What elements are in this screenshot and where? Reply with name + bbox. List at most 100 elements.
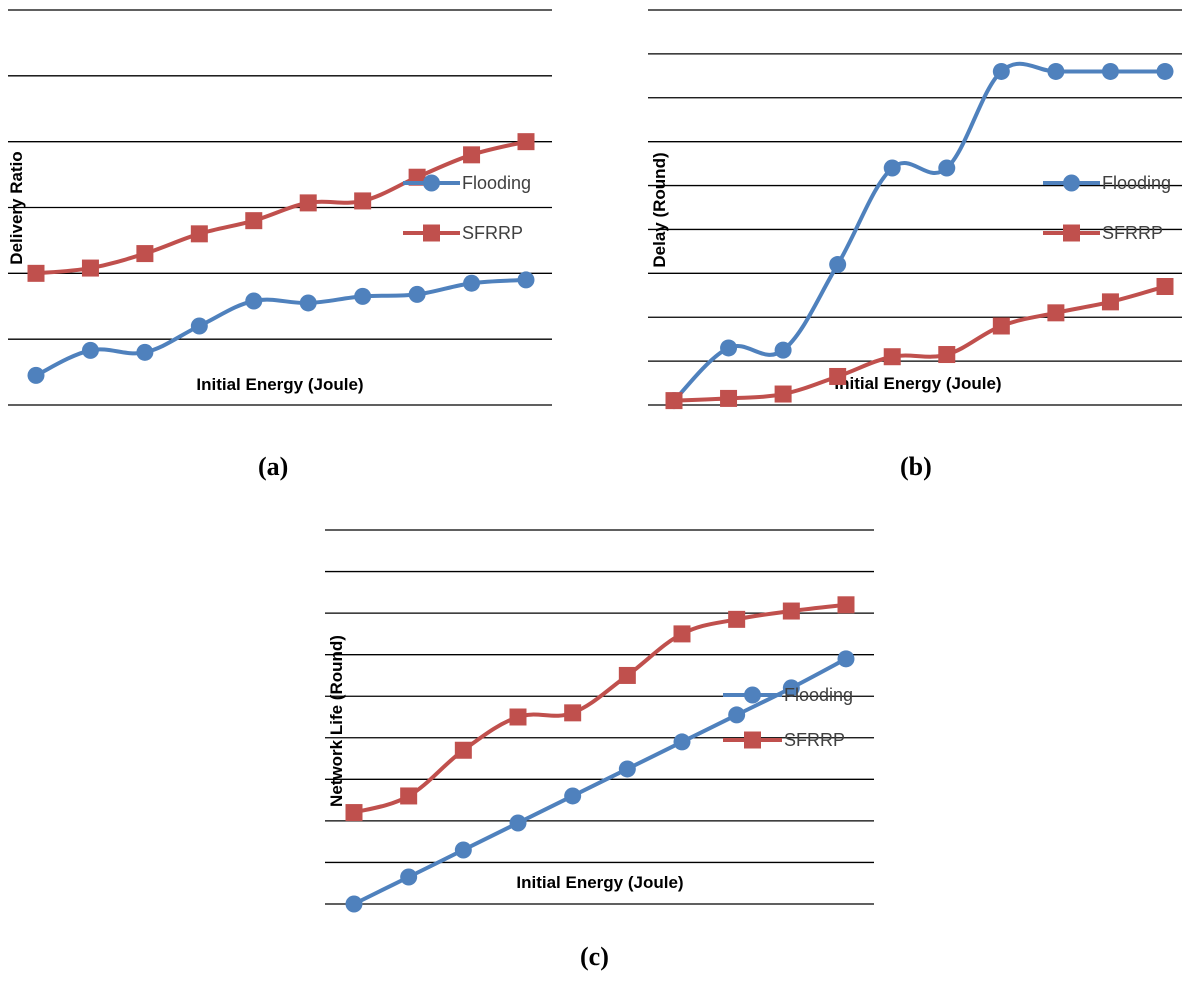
data-point	[774, 385, 792, 403]
data-point	[883, 159, 901, 177]
data-point	[564, 787, 582, 805]
legend-marker	[423, 224, 440, 242]
legend: Flooding SFRRP	[1043, 173, 1171, 243]
data-point	[837, 650, 855, 668]
legend-label: SFRRP	[1102, 223, 1163, 243]
x-axis-title: Initial Energy (Joule)	[196, 375, 363, 394]
data-point	[673, 733, 691, 751]
data-point	[345, 895, 363, 913]
data-point	[245, 292, 263, 310]
data-point	[354, 192, 372, 210]
data-point	[938, 159, 956, 177]
data-point	[1156, 62, 1174, 80]
data-point	[27, 366, 45, 384]
data-point	[829, 256, 847, 274]
data-point	[728, 610, 746, 628]
series-flooding	[27, 271, 535, 384]
series-line	[35, 139, 527, 276]
data-point	[1047, 62, 1065, 80]
delivery-ratio-chart: Initial Energy (Joule) Delivery Ratio Floo…	[7, 9, 552, 406]
data-point	[1101, 293, 1119, 311]
series-sfrrp	[665, 278, 1174, 410]
data-point	[673, 625, 691, 643]
chart-panel-a: Initial Energy (Joule) Delivery Ratio Floo…	[0, 0, 600, 420]
data-point	[1156, 278, 1174, 295]
series-line	[673, 284, 1166, 403]
gridlines	[325, 529, 874, 905]
data-point	[618, 666, 636, 684]
delay-chart: Initial Energy (Joule) Delay (Round) Flood…	[648, 9, 1182, 410]
legend: Flooding SFRRP	[723, 685, 853, 750]
series-line	[35, 277, 527, 378]
data-point	[509, 814, 527, 832]
data-point	[720, 339, 738, 357]
data-point	[27, 264, 45, 282]
legend-marker	[1063, 174, 1080, 192]
data-point	[1101, 62, 1119, 80]
y-axis-title: Delay (Round)	[650, 152, 669, 267]
y-axis-title: Delivery Ratio	[7, 151, 26, 264]
panel-label-b: (b)	[900, 452, 932, 481]
series-sfrrp	[27, 133, 535, 282]
data-point	[728, 706, 746, 724]
series-line	[353, 602, 847, 815]
data-point	[782, 679, 800, 697]
data-point	[400, 787, 418, 805]
data-point	[454, 741, 472, 759]
data-point	[782, 602, 800, 620]
legend: Flooding SFRRP	[403, 173, 531, 243]
legend-label: Flooding	[784, 685, 853, 705]
legend-label: SFRRP	[784, 730, 845, 750]
data-point	[517, 271, 535, 289]
data-point	[517, 133, 535, 151]
data-point	[345, 804, 363, 822]
data-point	[774, 341, 792, 359]
legend-marker	[1063, 224, 1080, 242]
chart-panel-c: Initial Energy (Joule) Network Life (Roun…	[300, 510, 900, 920]
data-point	[245, 212, 263, 230]
data-point	[618, 760, 636, 778]
data-point	[829, 367, 847, 385]
series-line	[353, 657, 847, 906]
legend-marker	[744, 686, 761, 704]
legend-label: SFRRP	[462, 223, 523, 243]
data-point	[1047, 304, 1065, 322]
data-point	[454, 841, 472, 859]
legend-marker	[744, 731, 761, 749]
data-point	[190, 317, 208, 335]
panel-label-c: (c)	[580, 942, 609, 971]
panel-label-a: (a)	[258, 452, 289, 481]
data-point	[992, 62, 1010, 80]
data-point	[837, 596, 855, 614]
data-point	[564, 704, 582, 722]
data-point	[354, 287, 372, 305]
data-point	[299, 194, 317, 212]
data-point	[81, 341, 99, 359]
legend-label: Flooding	[462, 173, 531, 193]
series-line	[672, 61, 1165, 403]
data-point	[463, 274, 481, 292]
data-point	[883, 348, 901, 366]
data-point	[992, 317, 1010, 335]
data-point	[665, 392, 683, 410]
data-point	[299, 294, 317, 312]
series-flooding	[345, 650, 855, 913]
data-point	[720, 389, 738, 407]
data-point	[509, 708, 527, 726]
data-point	[408, 285, 426, 303]
y-axis-title: Network Life (Round)	[327, 635, 346, 807]
x-axis-title: Initial Energy (Joule)	[516, 873, 683, 892]
series-sfrrp	[345, 596, 855, 822]
network-life-chart: Initial Energy (Joule) Network Life (Roun…	[325, 529, 874, 913]
legend-label: Flooding	[1102, 173, 1171, 193]
data-point	[463, 146, 481, 164]
data-point	[136, 245, 154, 263]
data-point	[938, 346, 956, 364]
x-axis-title: Initial Energy (Joule)	[834, 374, 1001, 393]
data-point	[136, 343, 154, 361]
data-point	[190, 225, 208, 243]
chart-panel-b: Initial Energy (Joule) Delay (Round) Flood…	[620, 0, 1201, 420]
data-point	[81, 259, 99, 277]
data-point	[400, 868, 418, 886]
legend-marker	[423, 174, 440, 192]
